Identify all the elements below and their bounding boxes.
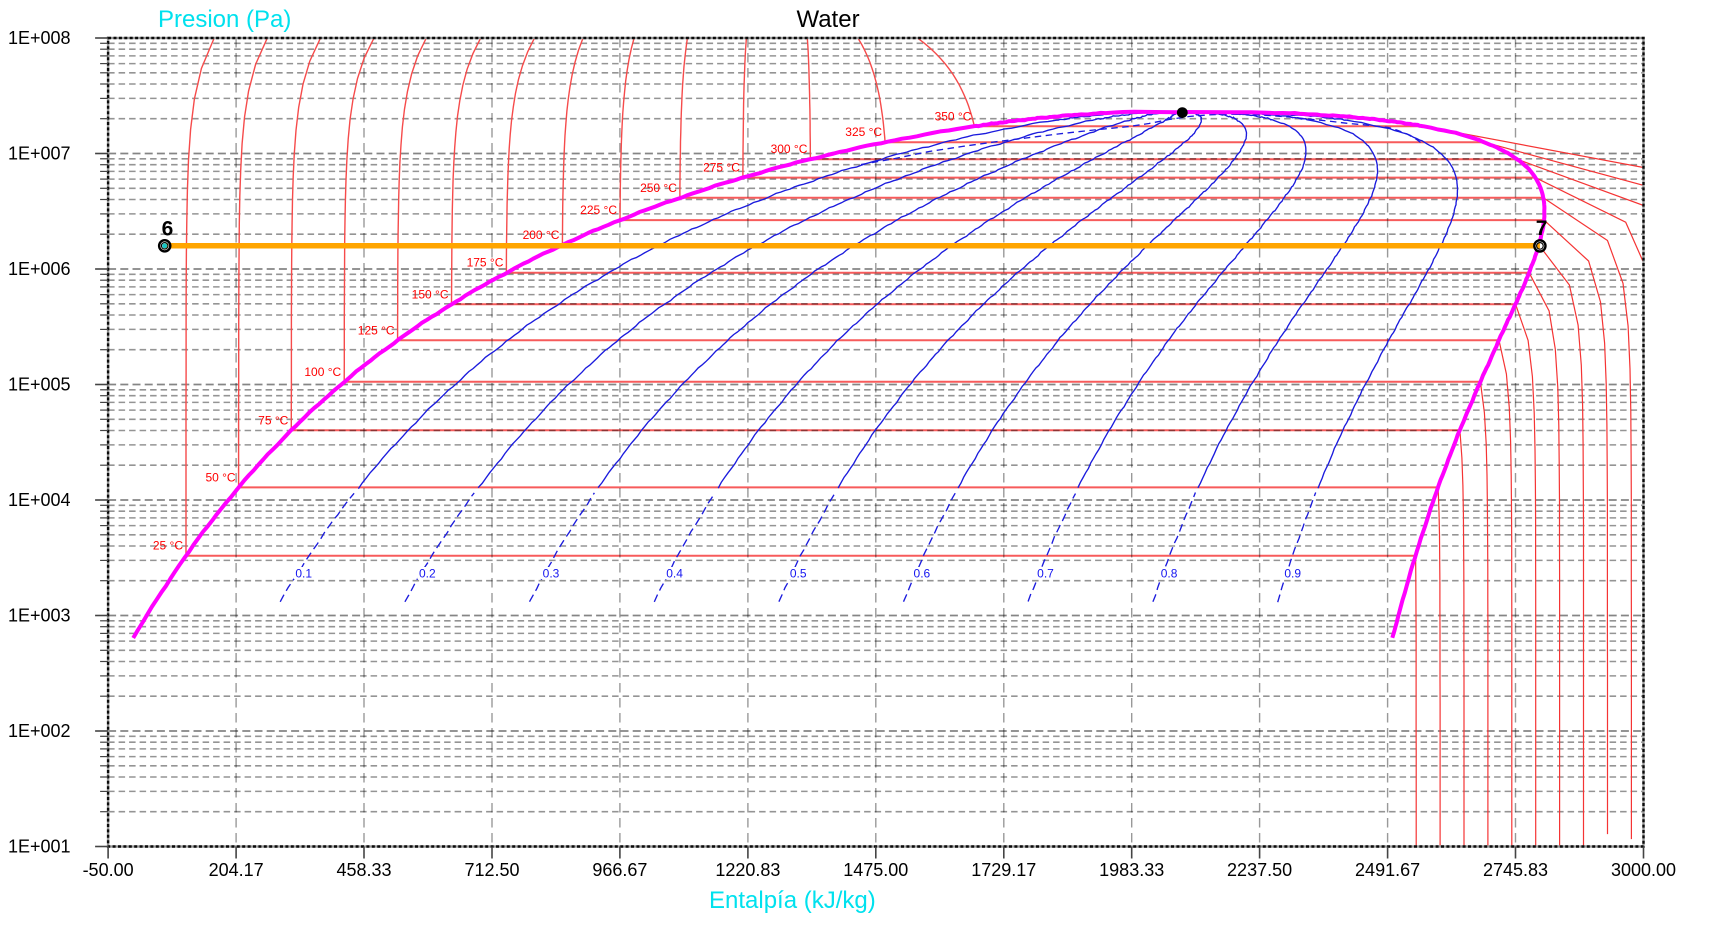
svg-text:Entalpía (kJ/kg): Entalpía (kJ/kg) (709, 887, 876, 914)
svg-text:1E+006: 1E+006 (8, 259, 71, 279)
svg-text:1E+002: 1E+002 (8, 721, 71, 741)
svg-text:458.33: 458.33 (336, 860, 391, 880)
svg-text:2237.50: 2237.50 (1227, 860, 1292, 880)
svg-text:0.7: 0.7 (1037, 567, 1054, 581)
svg-text:0.3: 0.3 (543, 567, 560, 581)
svg-text:1E+003: 1E+003 (8, 606, 71, 626)
svg-text:1475.00: 1475.00 (843, 860, 908, 880)
svg-text:75 °C: 75 °C (258, 413, 288, 427)
svg-text:250 °C: 250 °C (640, 181, 677, 195)
svg-text:200 °C: 200 °C (523, 228, 560, 242)
svg-text:275 °C: 275 °C (703, 161, 740, 175)
svg-text:225 °C: 225 °C (580, 203, 617, 217)
svg-text:3000.00: 3000.00 (1611, 860, 1676, 880)
svg-text:100 °C: 100 °C (304, 365, 341, 379)
svg-text:7: 7 (1536, 217, 1548, 240)
svg-text:1E+005: 1E+005 (8, 375, 71, 395)
svg-text:Presion (Pa): Presion (Pa) (158, 6, 291, 33)
svg-text:1E+001: 1E+001 (8, 837, 71, 857)
svg-text:1E+008: 1E+008 (8, 28, 71, 48)
svg-text:0.8: 0.8 (1161, 567, 1178, 581)
svg-text:1983.33: 1983.33 (1099, 860, 1164, 880)
svg-text:1E+007: 1E+007 (8, 144, 71, 164)
svg-text:325 °C: 325 °C (845, 125, 882, 139)
svg-text:-50.00: -50.00 (83, 860, 134, 880)
svg-text:6: 6 (162, 218, 174, 241)
svg-text:50 °C: 50 °C (205, 470, 235, 484)
svg-text:1729.17: 1729.17 (971, 860, 1036, 880)
svg-text:Water: Water (796, 6, 859, 33)
svg-text:350 °C: 350 °C (935, 109, 972, 123)
svg-text:1220.83: 1220.83 (715, 860, 780, 880)
svg-text:0.1: 0.1 (295, 567, 312, 581)
svg-text:966.67: 966.67 (592, 860, 647, 880)
svg-text:125 °C: 125 °C (358, 323, 395, 337)
svg-text:175 °C: 175 °C (467, 256, 504, 270)
svg-text:0.9: 0.9 (1284, 567, 1301, 581)
svg-text:0.4: 0.4 (666, 567, 683, 581)
svg-text:712.50: 712.50 (464, 860, 519, 880)
svg-text:150 °C: 150 °C (412, 287, 449, 301)
svg-text:2745.83: 2745.83 (1483, 860, 1548, 880)
svg-text:204.17: 204.17 (209, 860, 264, 880)
svg-text:0.2: 0.2 (419, 567, 436, 581)
svg-text:0.6: 0.6 (914, 567, 931, 581)
svg-text:2491.67: 2491.67 (1355, 860, 1420, 880)
svg-text:0.5: 0.5 (790, 567, 807, 581)
svg-text:25 °C: 25 °C (153, 539, 183, 553)
svg-text:300 °C: 300 °C (771, 142, 808, 156)
svg-text:1E+004: 1E+004 (8, 490, 71, 510)
